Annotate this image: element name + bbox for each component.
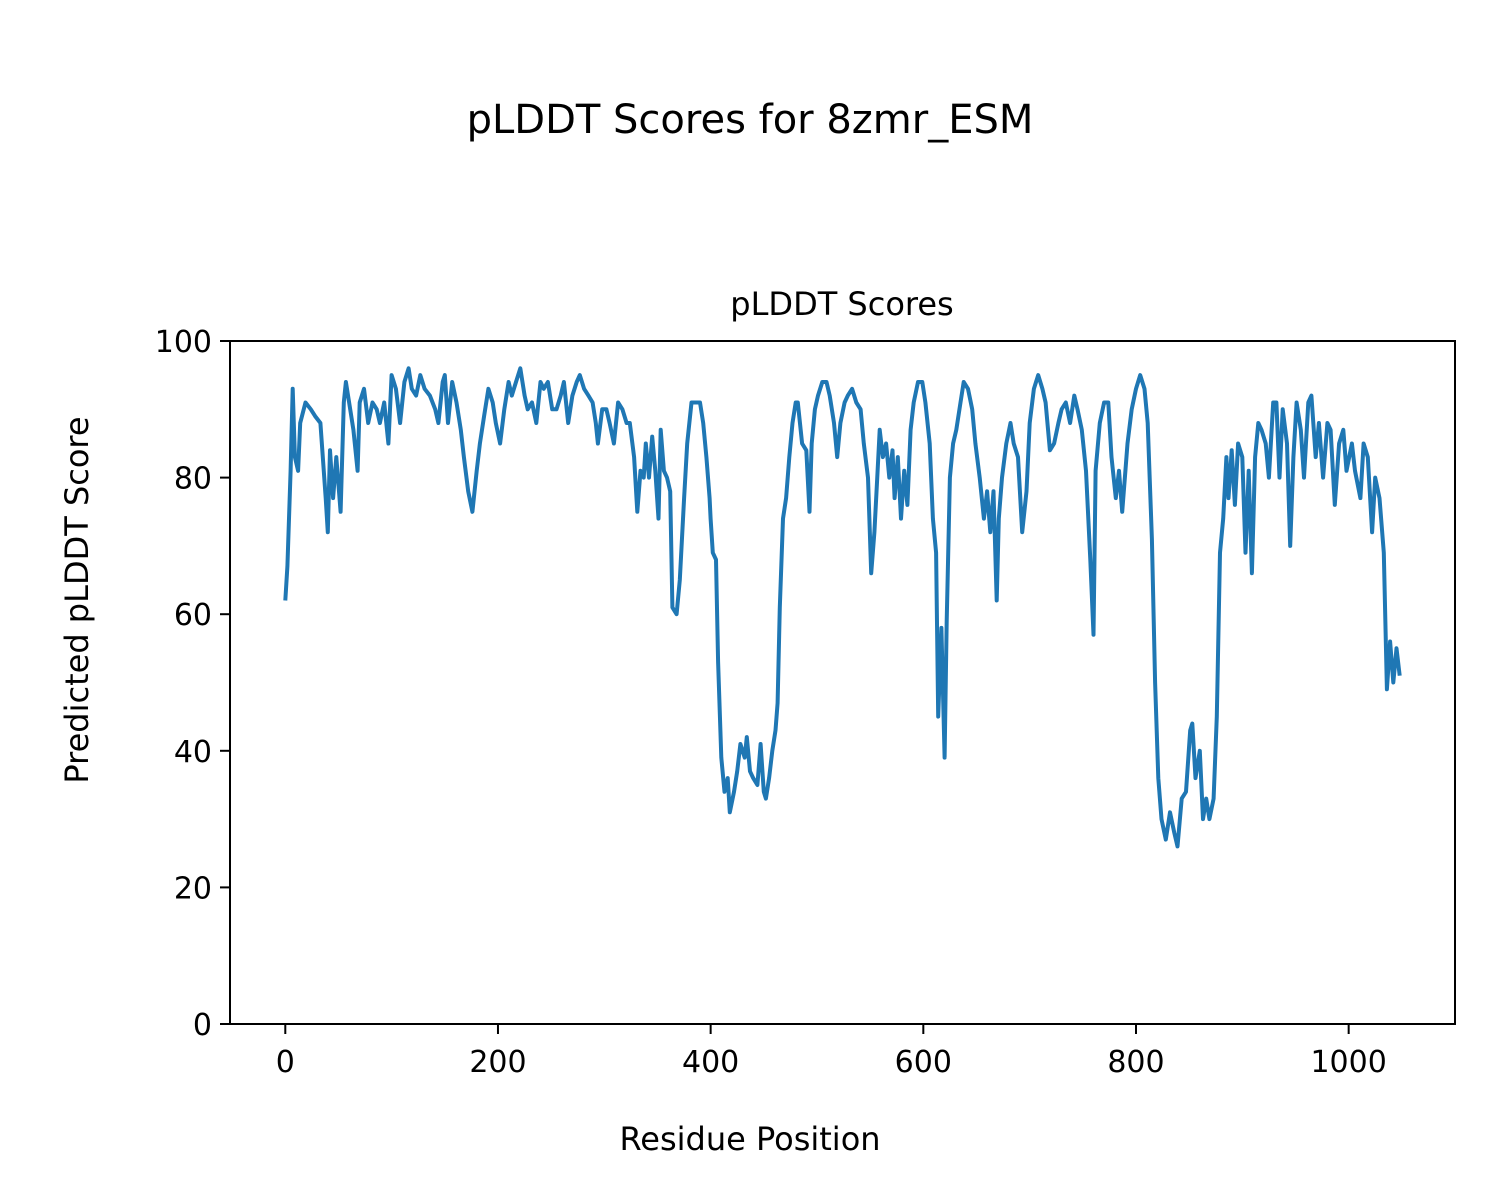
- figure-suptitle: pLDDT Scores for 8zmr_ESM: [467, 97, 1034, 143]
- x-tick-label: 800: [1107, 1045, 1164, 1080]
- x-axis: 0 200 400 600 800 1000: [276, 1024, 1387, 1080]
- axes-frame: [229, 340, 1456, 1025]
- y-tick-label: 0: [193, 1008, 212, 1043]
- y-tick-label: 60: [174, 598, 212, 633]
- y-tick-label: 80: [174, 462, 212, 497]
- y-tick-label: 40: [174, 735, 212, 770]
- y-axis-label: Predicted pLDDT Score: [58, 416, 96, 783]
- x-tick-label: 400: [682, 1045, 739, 1080]
- axes-title: pLDDT Scores: [730, 285, 953, 323]
- x-axis-label: Residue Position: [619, 1120, 880, 1158]
- plot-area: [283, 366, 1402, 849]
- y-tick-label: 20: [174, 871, 212, 906]
- x-tick-label: 0: [276, 1045, 295, 1080]
- plddt-series-line: [283, 366, 1402, 849]
- x-tick-label: 1000: [1310, 1045, 1386, 1080]
- y-tick-label: 100: [155, 325, 212, 360]
- y-axis: 0 20 40 60 80 100: [155, 325, 230, 1043]
- x-tick-label: 200: [469, 1045, 526, 1080]
- x-tick-label: 600: [895, 1045, 952, 1080]
